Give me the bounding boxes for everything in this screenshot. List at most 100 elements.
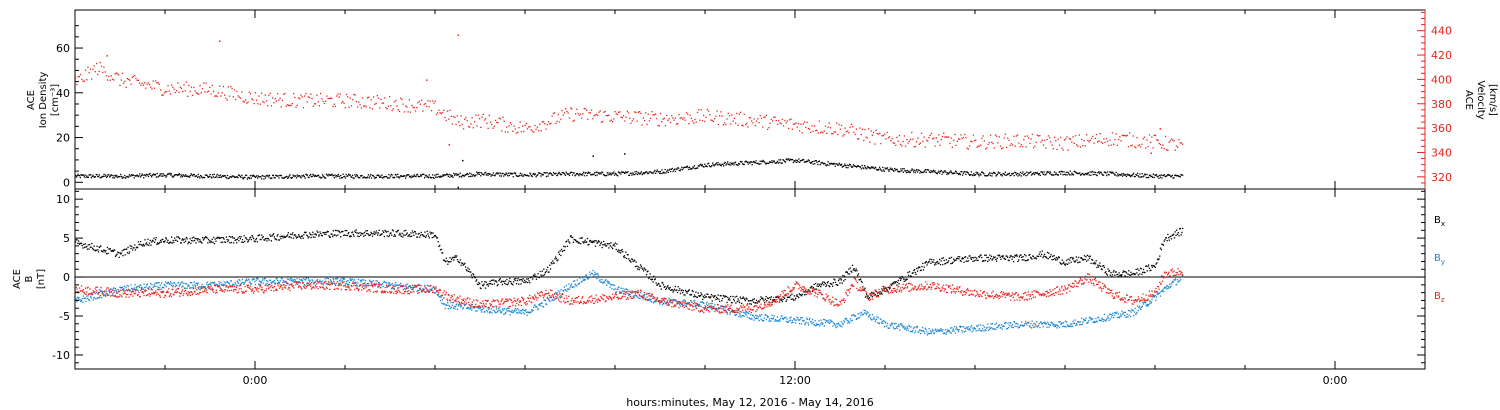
ion-density-point (81, 174, 83, 176)
bx-point (542, 274, 544, 277)
by-point (950, 332, 952, 334)
ion-density-point (1041, 171, 1043, 173)
velocity-point (289, 104, 291, 107)
by-point (153, 283, 156, 285)
ion-density-point (246, 178, 248, 180)
velocity-point (576, 108, 578, 110)
by-point (679, 303, 681, 306)
by-point (901, 325, 904, 327)
bx-point (190, 240, 193, 242)
by-point (183, 282, 185, 284)
ion-density-point (187, 176, 189, 178)
by-point (903, 328, 906, 330)
ion-density-point (1112, 172, 1114, 174)
by-point (307, 277, 309, 279)
bx-point (751, 300, 753, 302)
by-point (888, 327, 890, 329)
by-point (573, 286, 575, 288)
bx-point (254, 241, 256, 243)
bx-point (631, 258, 633, 260)
bx-point (337, 230, 340, 232)
by-point (477, 306, 479, 308)
velocity-point (760, 117, 763, 120)
ion-density-point (689, 168, 692, 170)
bx-point (676, 289, 678, 291)
bx-point (109, 248, 111, 250)
ion-density-point (528, 175, 530, 177)
bx-point (137, 241, 140, 243)
by-point (629, 293, 631, 295)
velocity-point (727, 112, 729, 114)
ion-density-point (795, 159, 797, 161)
ion-density-point (422, 173, 424, 175)
ion-density-point (530, 175, 533, 177)
by-point (940, 327, 942, 330)
by-point (1027, 322, 1029, 324)
by-point (544, 299, 546, 301)
ion-density-point (757, 163, 760, 165)
ion-density-point (336, 175, 339, 177)
by-point (1154, 294, 1156, 297)
velocity-point (767, 128, 769, 130)
by-point (608, 282, 610, 284)
by-point (1047, 321, 1049, 323)
ion-density-point (341, 177, 343, 179)
ion-density-point (83, 176, 85, 178)
velocity-point (498, 117, 500, 119)
velocity-point (504, 131, 506, 133)
bx-point (160, 241, 162, 243)
velocity-point (662, 118, 664, 120)
velocity-point (205, 82, 207, 84)
by-point (865, 312, 867, 314)
ion-density-point (82, 174, 84, 176)
ion-density-point (456, 174, 458, 176)
by-point (612, 284, 614, 286)
ion-density-point (642, 173, 644, 175)
by-point (551, 299, 553, 302)
bx-point (574, 239, 576, 241)
velocity-point (884, 133, 886, 135)
by-point (987, 323, 989, 325)
bx-point (80, 243, 82, 245)
bx-point (458, 261, 460, 263)
by-point (1180, 276, 1182, 278)
by-point (384, 286, 386, 289)
by-point (312, 283, 315, 285)
ion-density-point (694, 168, 696, 170)
ion-density-point (250, 177, 252, 179)
ion-density-point (428, 174, 430, 176)
velocity-point (1008, 139, 1010, 141)
ion-density-point (1148, 174, 1151, 177)
bx-point (625, 251, 627, 253)
velocity-point (695, 121, 697, 123)
bx-point (523, 281, 525, 284)
bx-point (343, 234, 345, 237)
velocity-point (700, 109, 702, 111)
ion-density-point (132, 174, 134, 177)
ion-density-point (1098, 171, 1100, 173)
ion-density-point (1052, 174, 1054, 176)
velocity-point (403, 111, 406, 113)
bx-point (655, 282, 657, 284)
velocity-point (361, 97, 364, 99)
bx-point (247, 240, 250, 242)
ion-density-point (315, 175, 317, 177)
ion-density-point (490, 175, 492, 177)
ion-density-point (674, 170, 677, 173)
ion-density-point (832, 163, 834, 165)
velocity-point (1053, 136, 1056, 138)
by-point (191, 282, 193, 284)
by-point (596, 278, 598, 280)
bx-point (173, 241, 175, 244)
by-point (1071, 323, 1073, 325)
ion-density-point (779, 161, 781, 164)
velocity-point (755, 120, 758, 122)
by-point (965, 327, 967, 329)
ion-density-point (491, 174, 493, 176)
velocity-point (558, 121, 561, 123)
by-point (1168, 286, 1170, 288)
bx-point (746, 298, 748, 300)
by-point (910, 326, 912, 328)
bx-point (402, 234, 405, 236)
bx-point (187, 243, 189, 245)
